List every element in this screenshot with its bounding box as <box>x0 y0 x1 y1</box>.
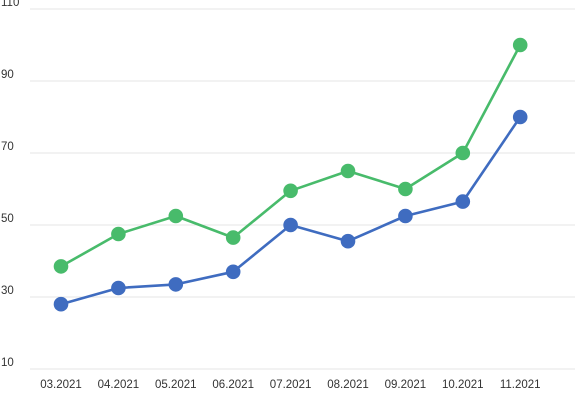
series-1-point <box>53 259 69 274</box>
x-tick-label: 04.2021 <box>98 379 140 391</box>
series-1-point <box>455 145 471 161</box>
x-tick-label: 10.2021 <box>442 379 484 391</box>
series-1-point <box>283 183 298 199</box>
series-line-2 <box>60 116 522 306</box>
y-tick-label: 110 <box>1 0 19 9</box>
y-tick-label: 10 <box>1 357 14 369</box>
x-tick-label: 09.2021 <box>385 379 427 391</box>
series-2-point <box>455 194 471 209</box>
x-axis-ticks: 03.2021 04.2021 05.2021 06.2021 07.2021 08.20… <box>40 379 540 391</box>
y-tick-label: 30 <box>1 285 14 297</box>
x-tick-label: 03.2021 <box>40 379 82 391</box>
x-tick-label: 06.2021 <box>212 379 254 391</box>
series-2-point <box>340 233 356 249</box>
series-group <box>53 37 528 312</box>
series-2-point <box>111 280 126 296</box>
series-2-point <box>53 296 69 312</box>
series-2-point <box>168 277 184 292</box>
y-tick-label: 90 <box>1 69 14 81</box>
y-tick-label: 70 <box>1 141 14 153</box>
series-1-point <box>168 208 184 224</box>
series-1-point <box>512 37 528 53</box>
series-2-point <box>512 109 528 125</box>
grid-lines <box>30 8 575 370</box>
series-1-point <box>340 163 356 179</box>
x-tick-label: 08.2021 <box>327 379 369 391</box>
x-tick-label: 05.2021 <box>155 379 197 391</box>
series-1-point <box>398 181 413 197</box>
series-2-point <box>283 217 298 233</box>
y-axis-ticks: 10 30 50 70 90 110 <box>1 0 19 369</box>
x-tick-label: 07.2021 <box>270 379 312 391</box>
series-1-point <box>111 226 126 242</box>
y-tick-label: 50 <box>1 213 14 225</box>
series-2-point <box>225 264 241 280</box>
series-2-point <box>398 208 413 224</box>
x-tick-label: 11.2021 <box>500 379 541 391</box>
series-1-point <box>225 230 241 245</box>
series-line-1 <box>60 44 522 268</box>
